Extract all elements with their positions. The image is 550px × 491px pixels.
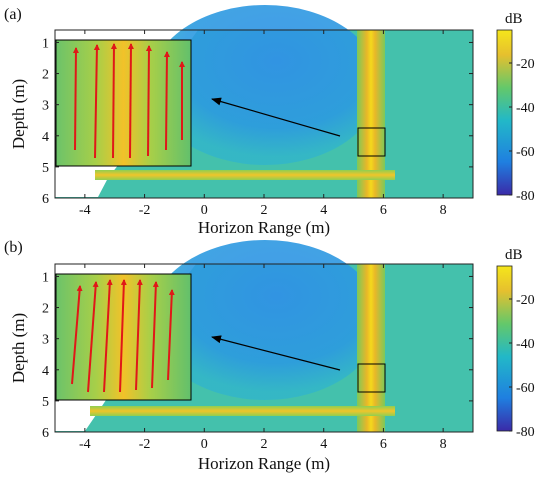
y-axis-label-a: Depth (m) [9,79,28,149]
x-tick-label: -2 [139,437,151,452]
inset-arrow [72,47,79,151]
inset-arrow [145,45,152,157]
inset-arrows-a [72,43,185,159]
colorbar-b: dB -20 -40 -60 -80 [496,247,535,440]
x-tick-label: -2 [139,203,151,218]
y-ticks-b: 1 2 3 4 5 6 [42,270,473,441]
y-tick-label: 5 [42,395,49,410]
colorbar-tick-label: -60 [516,145,535,160]
heatmap-b [55,240,473,432]
inset-b [55,273,192,401]
y-tick-label: 6 [42,426,49,441]
shadow-region-a [150,5,380,165]
inset-arrow [93,44,100,159]
y-tick-label: 6 [42,192,49,207]
inset-arrow [110,43,117,159]
y-axis-label-b: Depth (m) [9,313,28,383]
colorbar-label-a: dB [505,11,523,27]
x-tick-label: 8 [440,203,447,218]
x-tick-label: 8 [440,437,447,452]
heatmap-a [55,5,473,198]
y-tick-label: 1 [42,270,49,285]
inset-arrow [103,279,113,393]
x-tick-label: 4 [320,203,327,218]
colorbar-gradient-b [496,265,513,432]
y-tick-label: 4 [42,130,49,145]
inset-arrow [163,51,170,151]
colorbar-tick-label: -20 [516,293,535,308]
x-tick-label: 6 [380,203,387,218]
x-tick-label: 2 [261,437,268,452]
zoom-pointer-arrow-a [211,97,341,137]
x-ticks-b: -4 -2 0 2 4 6 8 [79,264,447,452]
y-tick-label: 2 [42,302,49,317]
colorbar-ticks-b: -20 -40 -60 -80 [509,293,535,440]
colorbar-tick-label: -80 [516,189,535,204]
colorbar-tick-label: -40 [516,337,535,352]
y-tick-label: 5 [42,161,49,176]
plume-b [357,264,385,432]
inset-a [55,39,192,167]
colorbar-ticks-a: -20 -40 -60 -80 [509,57,535,204]
inset-arrow [167,289,175,381]
colorbar-tick-label: -80 [516,425,535,440]
panel-a: (a) -4 -2 0 2 4 6 8 [4,5,535,237]
x-tick-label: 4 [320,437,327,452]
x-tick-label: 0 [201,437,208,452]
colorbar-gradient-a [496,29,513,196]
inset-arrow [135,279,143,391]
panel-label-a: (a) [4,6,22,23]
inset-arrow [127,43,134,159]
x-tick-label: 6 [380,437,387,452]
inset-arrows-b [71,279,175,393]
colorbar-a: dB -20 -40 -60 -80 [496,11,535,204]
zoom-box-a [357,127,386,157]
y-tick-label: 1 [42,36,49,51]
inset-arrow [87,281,99,393]
x-axis-label-b: Horizon Range (m) [198,454,330,473]
inset-arrow [151,281,159,389]
x-ticks-a: -4 -2 0 2 4 6 8 [79,30,447,218]
panel-label-b: (b) [4,239,23,256]
x-tick-label: 2 [261,203,268,218]
colorbar-tick-label: -40 [516,101,535,116]
colorbar-label-b: dB [505,247,523,263]
colorbar-tick-label: -60 [516,381,535,396]
y-tick-label: 3 [42,333,49,348]
x-tick-label: -4 [79,437,91,452]
zoom-box-b [357,363,386,393]
panel-b: (b) -4 -2 0 2 4 6 8 [4,239,535,473]
zoom-pointer-arrow-b [211,335,341,371]
colorbar-tick-label: -20 [516,57,535,72]
surface-reflection-a [95,170,395,180]
x-tick-label: -4 [79,203,91,218]
y-tick-label: 3 [42,99,49,114]
y-ticks-a: 1 2 3 4 5 6 [42,36,473,207]
x-tick-label: 0 [201,203,208,218]
inset-arrow [119,279,127,393]
x-axis-label-a: Horizon Range (m) [198,218,330,237]
y-tick-label: 4 [42,364,49,379]
inset-frame-a [55,39,192,167]
shadow-region-b [150,240,380,400]
y-tick-label: 2 [42,68,49,83]
surface-reflection-b [90,406,395,416]
inset-arrow [71,285,83,385]
